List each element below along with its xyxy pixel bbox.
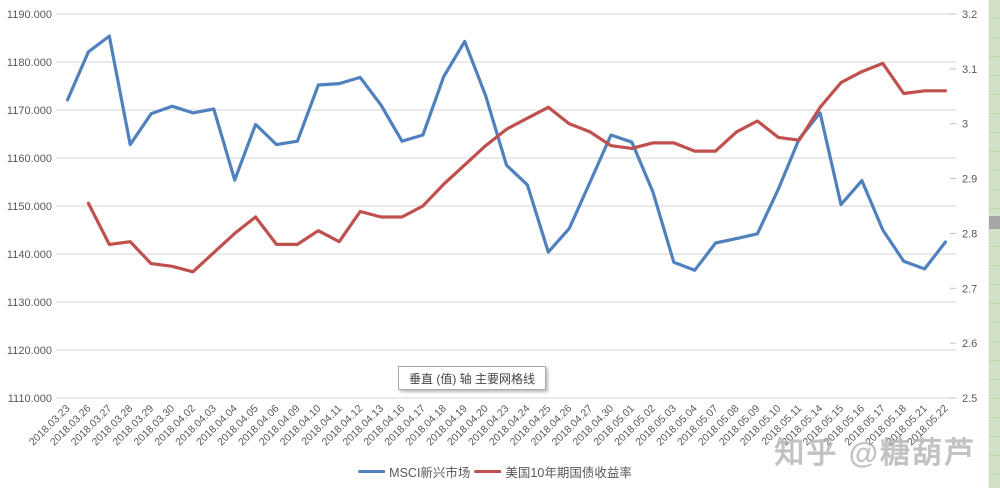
left-axis-tick-label: 1130.000 [7, 297, 52, 309]
right-axis-tick-label: 2.8 [962, 228, 977, 240]
right-axis-tick-label: 2.9 [962, 174, 977, 186]
left-axis-tick-label: 1170.000 [7, 105, 52, 117]
msci-series-line[interactable] [65, 34, 948, 272]
left-axis-tick-label: 1160.000 [7, 153, 52, 165]
legend-item-treasury[interactable]: 美国10年期国债收益率 [474, 462, 632, 481]
gridline-tooltip: 垂直 (值) 轴 主要网格线 [398, 366, 546, 390]
treasury-line-swatch [474, 470, 502, 473]
right-axis-tick-label: 3.1 [962, 64, 977, 76]
right-axis-tick-label: 3 [962, 119, 968, 131]
treasury-series-line[interactable] [86, 61, 948, 274]
right-axis-tick-label: 2.5 [962, 393, 977, 405]
left-axis-tick-label: 1180.000 [7, 57, 52, 69]
left-axis-tick-label: 1140.000 [7, 249, 52, 261]
left-axis-tick-label: 1150.000 [7, 201, 52, 213]
msci-legend-label: MSCI新兴市场 [389, 466, 471, 480]
right-axis-tick-label: 2.7 [962, 283, 977, 295]
gridline-tooltip-text: 垂直 (值) 轴 主要网格线 [409, 371, 535, 386]
worksheet-edge-strip [988, 0, 1000, 488]
left-axis-tick-label: 1110.000 [8, 393, 52, 405]
chart-legend: MSCI新兴市场 美国10年期国债收益率 [358, 462, 632, 481]
worksheet-scroll-handle[interactable] [989, 216, 1000, 229]
left-axis-tick-label: 1190.000 [7, 9, 52, 21]
treasury-legend-label: 美国10年期国债收益率 [505, 466, 632, 480]
msci-line-swatch [358, 470, 386, 473]
right-axis-tick-label: 2.6 [962, 338, 977, 350]
right-axis-tick-label: 3.2 [962, 9, 977, 21]
left-axis-tick-label: 1120.000 [7, 345, 52, 357]
legend-item-msci[interactable]: MSCI新兴市场 [358, 462, 470, 481]
